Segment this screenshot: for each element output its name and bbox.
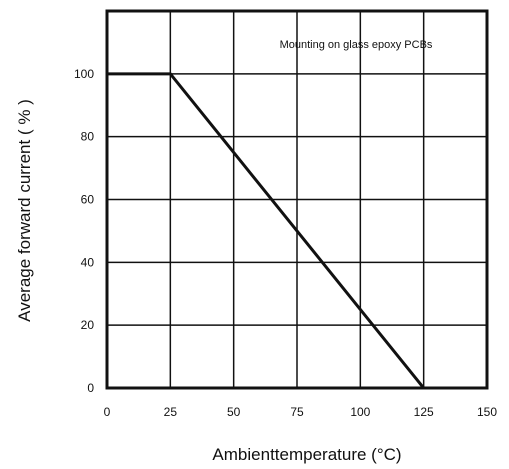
x-tick-label: 25 [164,405,178,419]
x-tick-label: 150 [477,405,497,419]
y-tick-label: 0 [87,381,94,395]
x-tick-label: 100 [350,405,370,419]
plot-frame [105,9,489,390]
y-tick-labels: 0 20 40 60 80 100 [74,67,94,395]
y-tick-label: 60 [81,193,95,207]
x-tick-labels: 0 25 50 75 100 125 150 [104,405,498,419]
grid-lines [107,11,487,388]
series-line [107,72,425,389]
chart-annotation: Mounting on glass epoxy PCBs [280,39,433,51]
x-axis-title: Ambienttemperature (°C) [212,445,401,464]
series-layer [107,72,425,389]
x-tick-label: 75 [290,405,304,419]
y-tick-label: 100 [74,67,94,81]
y-axis-title: Average forward current ( % ) [15,99,34,322]
x-tick-label: 125 [414,405,434,419]
y-tick-label: 40 [81,255,95,269]
x-tick-label: 50 [227,405,241,419]
y-tick-label: 20 [81,318,95,332]
x-tick-label: 0 [104,405,111,419]
y-tick-label: 80 [81,130,95,144]
